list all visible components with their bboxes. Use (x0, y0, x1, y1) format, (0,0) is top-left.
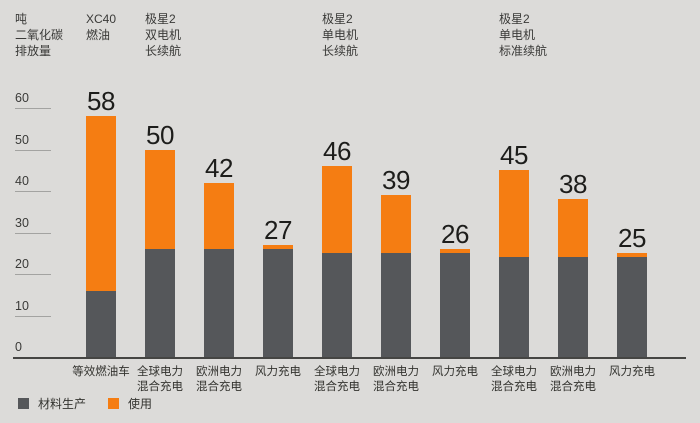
bar-0-production (86, 290, 116, 357)
bar-5-total-label: 39 (382, 165, 410, 196)
bar-6-total-label: 26 (441, 219, 469, 250)
bar-1-production (145, 249, 175, 357)
bar-6-production (440, 253, 470, 357)
y-tick-label-40: 40 (15, 174, 29, 188)
bar-0-use (86, 116, 116, 291)
y-tick-line-20 (15, 274, 51, 275)
bar-3-use (263, 244, 293, 250)
y-tick-line-50 (15, 149, 51, 151)
y-tick-label-60: 60 (15, 91, 29, 105)
x-axis-label-7: 全球电力 混合充电 (491, 366, 537, 393)
bar-8-production (558, 257, 588, 357)
legend-swatch-1 (108, 398, 120, 409)
y-tick-label-10: 10 (15, 298, 29, 313)
x-axis-label-6: 风力充电 (432, 366, 478, 378)
bar-2-total-label: 42 (205, 152, 233, 183)
bar-2-production (204, 249, 234, 357)
bar-3-production (263, 249, 293, 357)
legend-swatch-0 (18, 398, 29, 409)
group-header-3: 极星2 单电机 标准续航 (499, 12, 548, 58)
bar-9-use (617, 253, 647, 258)
y-tick-label-50: 50 (15, 132, 29, 147)
legend-item-0: 材料生产 (18, 395, 86, 412)
y-tick-line-10 (15, 315, 51, 317)
bar-7-use (499, 170, 529, 258)
x-axis-label-5: 欧洲电力 混合充电 (373, 366, 419, 393)
x-axis-label-1: 全球电力 混合充电 (137, 366, 183, 393)
bar-0-total-label: 58 (87, 86, 115, 117)
bar-9-production (617, 257, 647, 357)
bar-2-use (204, 182, 234, 250)
y-tick-line-40 (15, 191, 51, 192)
legend-label-0: 材料生产 (38, 397, 87, 411)
bar-7-total-label: 45 (500, 140, 528, 171)
bar-8-total-label: 38 (559, 169, 587, 200)
y-axis-title: 吨二氧化碳 排放量 (15, 12, 64, 58)
bar-1-use (145, 149, 175, 250)
bar-5-use (381, 195, 411, 254)
y-tick-label-20: 20 (15, 257, 29, 271)
group-header-1: 极星2 双电机 长续航 (145, 12, 182, 58)
bar-7-production (499, 257, 529, 357)
bar-8-use (558, 199, 588, 258)
x-axis-label-2: 欧洲电力 混合充电 (196, 366, 242, 393)
x-axis-line (13, 357, 686, 359)
y-tick-label-30: 30 (15, 215, 29, 230)
bar-4-total-label: 46 (323, 136, 351, 167)
bar-3-total-label: 27 (264, 214, 292, 245)
bar-4-use (322, 166, 352, 254)
x-axis-label-0: 等效燃油车 (72, 366, 130, 378)
x-axis-label-3: 风力充电 (255, 366, 301, 378)
bar-4-production (322, 253, 352, 357)
bar-1-total-label: 50 (146, 119, 174, 150)
bar-9-total-label: 25 (618, 223, 646, 254)
bar-6-use (440, 249, 470, 254)
group-header-0: XC40 燃油 (86, 12, 117, 42)
y-tick-line-60 (15, 108, 51, 109)
y-tick-label-0: 0 (15, 340, 22, 354)
bar-5-production (381, 253, 411, 357)
y-tick-line-30 (15, 232, 51, 234)
x-axis-label-4: 全球电力 混合充电 (314, 366, 360, 393)
x-axis-label-9: 风力充电 (609, 366, 655, 378)
legend-item-1: 使用 (108, 395, 152, 412)
legend-label-1: 使用 (128, 397, 153, 411)
group-header-2: 极星2 单电机 长续航 (322, 12, 359, 58)
x-axis-label-8: 欧洲电力 混合充电 (550, 366, 596, 393)
legend: 材料生产 使用 (18, 395, 164, 412)
